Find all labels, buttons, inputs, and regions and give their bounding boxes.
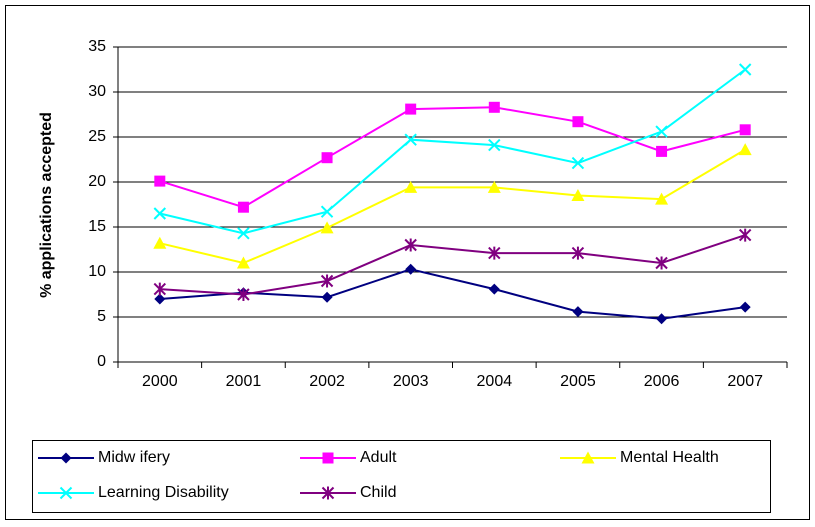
- legend-label: Child: [360, 484, 396, 501]
- legend-box: [32, 440, 771, 513]
- legend-marker: [322, 452, 334, 464]
- series-line: [159, 234, 746, 296]
- marker: [405, 103, 417, 115]
- y-tick-label: 10: [88, 263, 106, 280]
- marker: [738, 63, 752, 76]
- marker: [488, 283, 500, 295]
- chart-border: [5, 5, 810, 520]
- x-tick-label: 2001: [226, 373, 262, 390]
- y-axis-title: % applications accepted: [38, 112, 55, 298]
- marker: [404, 180, 418, 193]
- x-tick-label: 2005: [560, 373, 596, 390]
- y-tick-label: 20: [88, 173, 106, 190]
- x-tick-label: 2006: [644, 373, 680, 390]
- marker: [154, 175, 166, 187]
- marker: [655, 125, 668, 138]
- marker: [153, 282, 167, 296]
- legend-marker: [60, 452, 72, 464]
- y-tick-label: 25: [88, 128, 106, 145]
- x-tick-label: 2004: [477, 373, 513, 390]
- series-line: [159, 148, 746, 265]
- legend-label: Midw ifery: [98, 449, 170, 466]
- marker: [153, 207, 167, 220]
- marker: [321, 291, 333, 303]
- marker: [738, 143, 752, 156]
- marker: [320, 221, 334, 234]
- series-line: [159, 268, 746, 320]
- x-tick-label: 2007: [727, 373, 763, 390]
- marker: [655, 192, 669, 205]
- marker: [656, 145, 668, 157]
- x-tick-label: 2002: [309, 373, 345, 390]
- marker: [487, 180, 501, 193]
- marker: [488, 138, 501, 152]
- marker: [572, 116, 584, 128]
- legend-marker: [321, 486, 335, 500]
- marker: [488, 246, 501, 260]
- marker: [571, 246, 585, 260]
- marker: [571, 156, 585, 170]
- marker: [739, 124, 751, 136]
- series-line: [159, 106, 746, 209]
- marker: [237, 201, 249, 213]
- marker: [656, 313, 668, 325]
- legend-marker: [581, 451, 595, 464]
- x-tick-label: 2003: [393, 373, 429, 390]
- legend-label: Learning Disability: [98, 484, 229, 501]
- marker: [321, 152, 333, 164]
- legend-label: Mental Health: [620, 449, 719, 466]
- marker: [236, 256, 250, 269]
- marker: [404, 133, 417, 146]
- y-tick-label: 0: [97, 353, 106, 370]
- marker: [320, 205, 334, 218]
- marker: [571, 189, 585, 201]
- marker: [488, 101, 500, 113]
- marker: [655, 256, 668, 270]
- y-tick-label: 30: [88, 83, 106, 100]
- legend-marker: [59, 486, 73, 500]
- marker: [237, 227, 250, 240]
- marker: [738, 228, 752, 242]
- marker: [739, 301, 751, 313]
- marker: [153, 236, 167, 249]
- legend-label: Adult: [360, 449, 397, 466]
- marker: [405, 263, 417, 275]
- y-tick-label: 15: [88, 218, 106, 235]
- marker: [404, 238, 417, 252]
- marker: [154, 293, 166, 305]
- y-tick-label: 5: [97, 308, 106, 325]
- marker: [572, 306, 584, 318]
- marker: [320, 274, 334, 288]
- y-tick-label: 35: [88, 38, 106, 55]
- x-tick-label: 2000: [142, 373, 178, 390]
- series-line: [159, 68, 746, 235]
- marker: [237, 288, 250, 301]
